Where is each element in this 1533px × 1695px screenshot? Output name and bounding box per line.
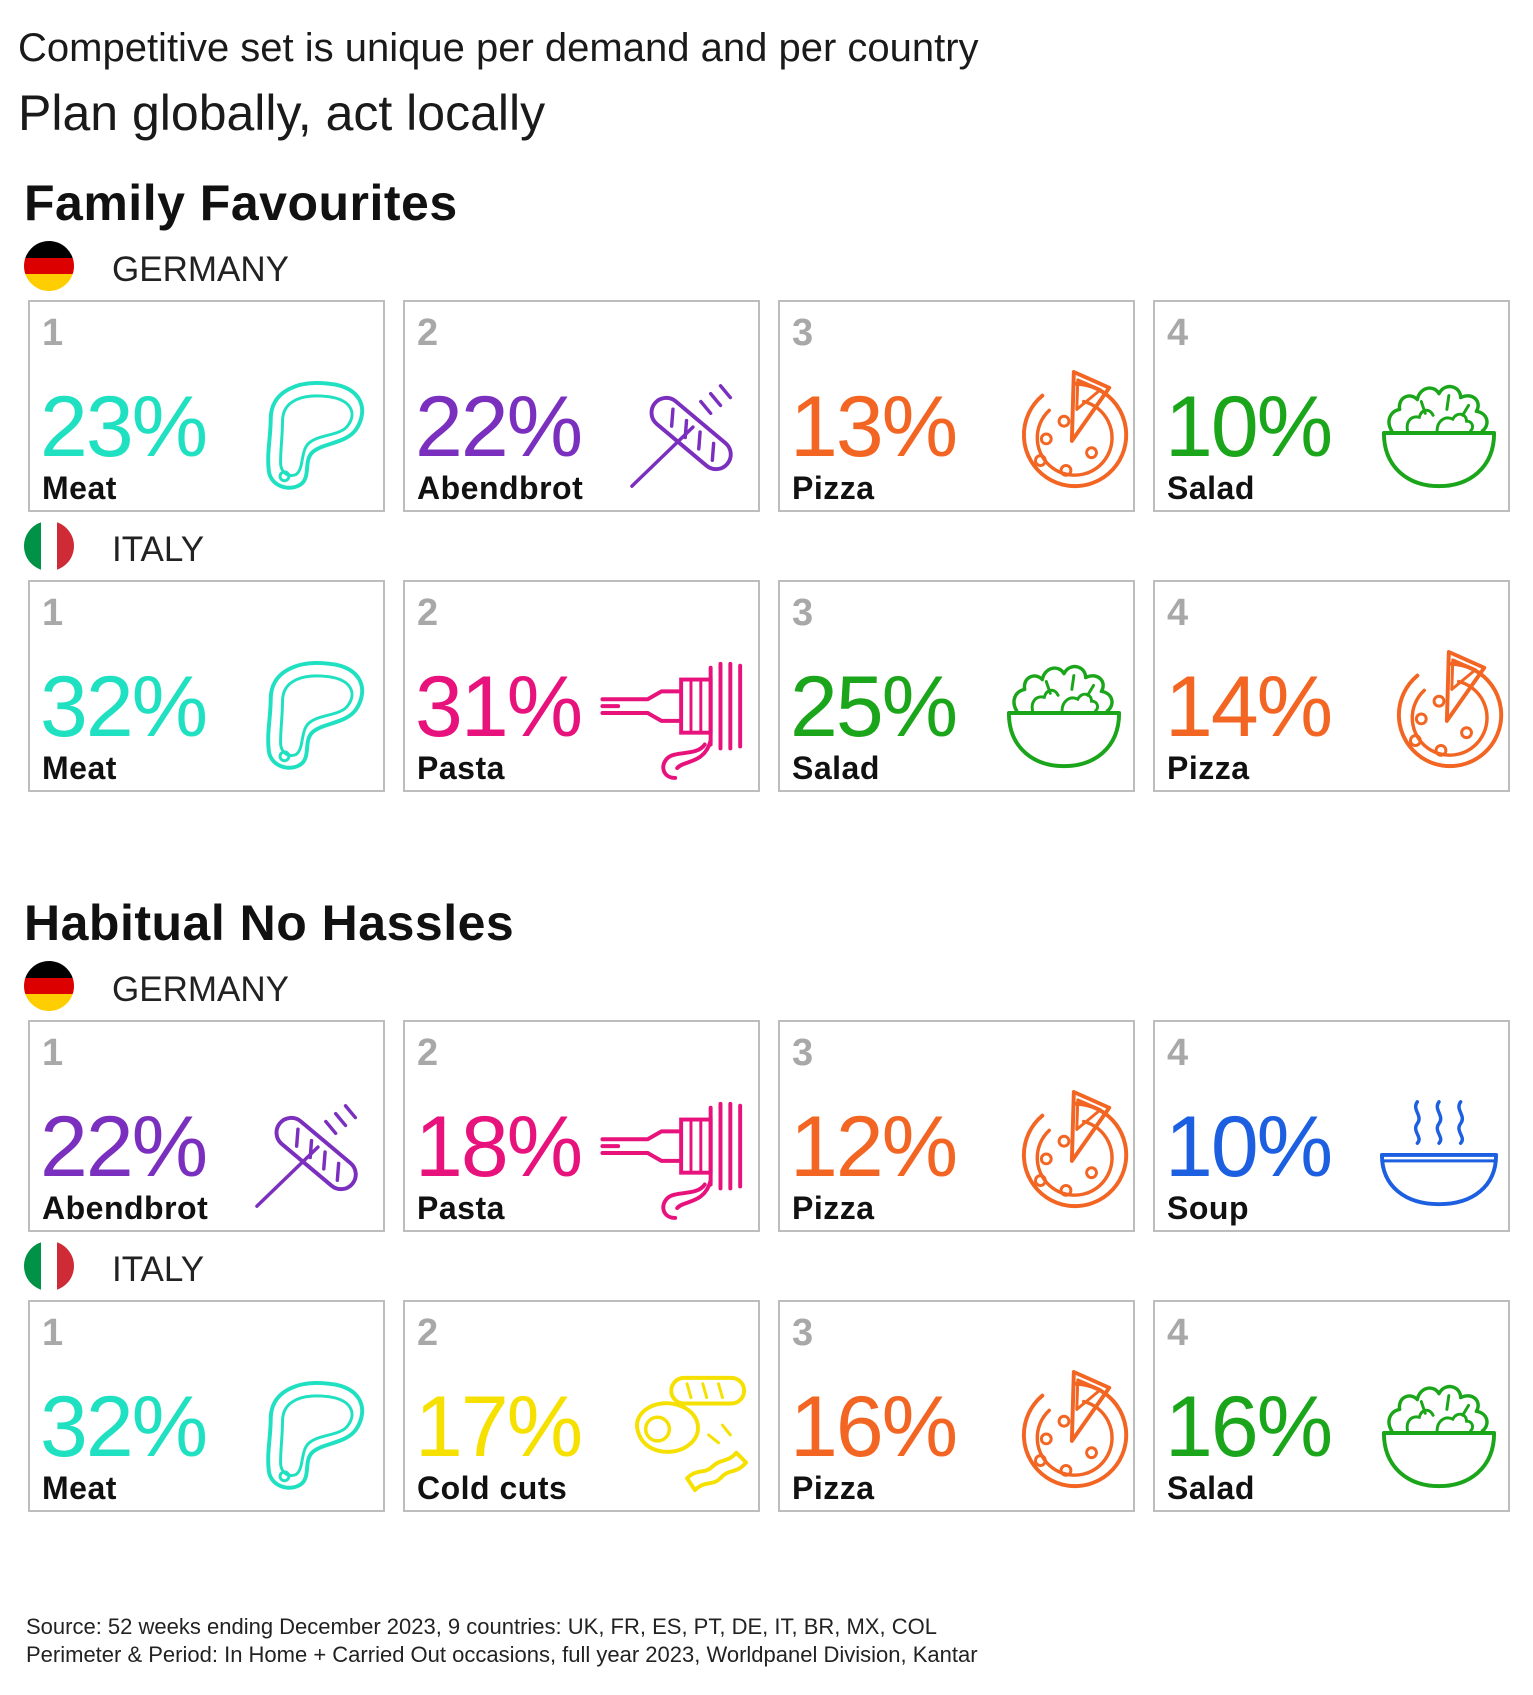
share-percentage: 31% <box>415 659 583 755</box>
pizza-icon <box>1003 1090 1129 1214</box>
salad-icon <box>1003 652 1125 774</box>
share-percentage: 23% <box>40 379 208 475</box>
footer-perimeter: Perimeter & Period: In Home + Carried Ou… <box>26 1642 978 1667</box>
header-line-1: Competitive set is unique per demand and… <box>18 26 979 70</box>
share-percentage: 22% <box>40 1099 208 1195</box>
pizza-icon <box>1003 370 1129 494</box>
germany-flag <box>24 961 74 1011</box>
share-percentage: 13% <box>790 379 958 475</box>
category-label: Pizza <box>792 1470 875 1506</box>
germany-flag <box>24 241 74 291</box>
salad-icon <box>1378 1372 1500 1494</box>
food-card: 2 17% Cold cuts <box>403 1300 760 1512</box>
header-line-2: Plan globally, act locally <box>18 85 546 141</box>
country-name: ITALY <box>112 530 205 569</box>
food-card: 2 18% Pasta <box>403 1020 760 1232</box>
share-percentage: 18% <box>415 1099 583 1195</box>
pizza-icon <box>1378 650 1504 774</box>
country-row: GERMANY <box>24 240 424 292</box>
rank-number: 3 <box>792 1032 814 1074</box>
share-percentage: 22% <box>415 379 583 475</box>
food-card: 4 10% Soup <box>1153 1020 1510 1232</box>
food-card: 4 10% Salad <box>1153 300 1510 512</box>
category-label: Pizza <box>792 1190 875 1226</box>
food-card: 4 14% Pizza <box>1153 580 1510 792</box>
category-label: Soup <box>1167 1190 1249 1226</box>
section-title: Family Favourites <box>24 175 458 231</box>
rank-number: 1 <box>42 1032 64 1074</box>
category-label: Pasta <box>417 1190 505 1226</box>
rank-number: 3 <box>792 1312 814 1354</box>
share-percentage: 17% <box>415 1379 583 1475</box>
rank-number: 1 <box>42 312 64 354</box>
rank-number: 2 <box>417 592 439 634</box>
rank-number: 2 <box>417 1312 439 1354</box>
rank-number: 2 <box>417 312 439 354</box>
category-label: Meat <box>42 470 117 506</box>
footer-source: Source: 52 weeks ending December 2023, 9… <box>26 1614 937 1639</box>
category-label: Abendbrot <box>42 1190 209 1226</box>
share-percentage: 32% <box>40 1379 208 1475</box>
salad-icon <box>1378 372 1500 494</box>
rank-number: 3 <box>792 592 814 634</box>
food-card: 1 23% Meat <box>28 300 385 512</box>
food-card: 3 13% Pizza <box>778 300 1135 512</box>
rank-number: 4 <box>1167 1032 1189 1074</box>
rank-number: 1 <box>42 1312 64 1354</box>
food-card: 3 25% Salad <box>778 580 1135 792</box>
country-name: ITALY <box>112 1250 205 1289</box>
meat-icon <box>253 372 375 494</box>
rank-number: 3 <box>792 312 814 354</box>
category-label: Meat <box>42 1470 117 1506</box>
category-label: Cold cuts <box>417 1470 568 1506</box>
food-card: 1 22% Abendbrot <box>28 1020 385 1232</box>
rank-number: 4 <box>1167 592 1189 634</box>
share-percentage: 12% <box>790 1099 958 1195</box>
soup-icon <box>1378 1092 1500 1214</box>
italy-flag <box>24 1241 74 1291</box>
italy-flag <box>24 521 74 571</box>
bread-icon <box>253 1092 375 1214</box>
food-card: 2 31% Pasta <box>403 580 760 792</box>
country-row: ITALY <box>24 1240 424 1292</box>
country-row: ITALY <box>24 520 424 572</box>
category-label: Meat <box>42 750 117 786</box>
cold-cuts-icon <box>628 1372 750 1494</box>
category-label: Salad <box>792 750 880 786</box>
section-title: Habitual No Hassles <box>24 895 515 951</box>
category-label: Salad <box>1167 1470 1255 1506</box>
category-label: Pizza <box>1167 750 1250 786</box>
pasta-fork-icon <box>600 1092 750 1220</box>
pizza-icon <box>1003 1370 1129 1494</box>
rank-number: 4 <box>1167 1312 1189 1354</box>
food-card: 1 32% Meat <box>28 580 385 792</box>
share-percentage: 14% <box>1165 659 1333 755</box>
share-percentage: 32% <box>40 659 208 755</box>
bread-icon <box>628 372 750 494</box>
food-card: 3 12% Pizza <box>778 1020 1135 1232</box>
share-percentage: 16% <box>790 1379 958 1475</box>
share-percentage: 25% <box>790 659 958 755</box>
category-label: Salad <box>1167 470 1255 506</box>
rank-number: 2 <box>417 1032 439 1074</box>
pasta-fork-icon <box>600 652 750 780</box>
rank-number: 1 <box>42 592 64 634</box>
meat-icon <box>253 1372 375 1494</box>
meat-icon <box>253 652 375 774</box>
country-row: GERMANY <box>24 960 424 1012</box>
category-label: Abendbrot <box>417 470 584 506</box>
category-label: Pizza <box>792 470 875 506</box>
country-name: GERMANY <box>112 250 289 289</box>
share-percentage: 10% <box>1165 379 1333 475</box>
food-card: 1 32% Meat <box>28 1300 385 1512</box>
food-card: 4 16% Salad <box>1153 1300 1510 1512</box>
share-percentage: 16% <box>1165 1379 1333 1475</box>
category-label: Pasta <box>417 750 505 786</box>
country-name: GERMANY <box>112 970 289 1009</box>
rank-number: 4 <box>1167 312 1189 354</box>
share-percentage: 10% <box>1165 1099 1333 1195</box>
food-card: 2 22% Abendbrot <box>403 300 760 512</box>
food-card: 3 16% Pizza <box>778 1300 1135 1512</box>
